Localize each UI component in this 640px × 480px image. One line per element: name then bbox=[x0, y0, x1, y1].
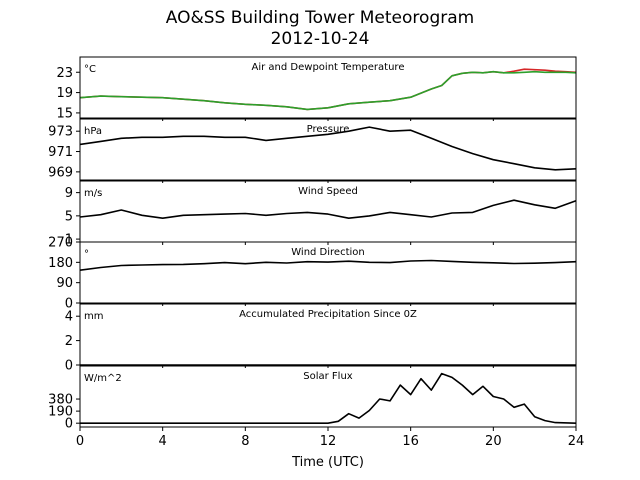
y-tick-label: 971 bbox=[48, 145, 73, 160]
panel-2: 1 5 9 m/s Wind Speed bbox=[65, 180, 577, 248]
panel-0: 15 19 23 °C Air and Dewpoint Temperature bbox=[56, 56, 577, 121]
title-line-2: 2012-10-24 bbox=[270, 29, 370, 49]
y-tick-label: 0 bbox=[65, 359, 73, 374]
panel-title: Air and Dewpoint Temperature bbox=[252, 62, 405, 73]
y-tick-label: 0 bbox=[65, 417, 73, 432]
x-axis: 0 4 8 12 16 20 24 bbox=[76, 434, 584, 449]
series-line-1-0 bbox=[79, 126, 577, 171]
x-tick-label: 16 bbox=[402, 434, 419, 449]
chart-title: AO&SS Building Tower Meteorogram 2012-10… bbox=[0, 8, 640, 50]
y-tick-label: 90 bbox=[56, 276, 73, 291]
title-line-1: AO&SS Building Tower Meteorogram bbox=[165, 8, 475, 28]
x-tick-label: 12 bbox=[320, 434, 337, 449]
y-tick-label: 969 bbox=[48, 165, 73, 180]
y-tick-label: 9 bbox=[65, 186, 73, 201]
panel-4: 0 2 4 mm Accumulated Precipitation Since 0Z bbox=[65, 303, 577, 374]
x-tick-label: 0 bbox=[76, 434, 84, 449]
panel-title: Solar Flux bbox=[303, 371, 353, 382]
panel-unit-label: °C bbox=[84, 64, 96, 75]
x-axis-label: Time (UTC) bbox=[291, 455, 364, 470]
panel-title: Wind Speed bbox=[298, 186, 358, 197]
y-tick-label: 4 bbox=[65, 310, 73, 325]
panel-unit-label: W/m^2 bbox=[84, 373, 122, 384]
y-tick-label: 270 bbox=[48, 236, 73, 251]
panel-unit-label: m/s bbox=[84, 188, 102, 199]
y-tick-label: 5 bbox=[65, 209, 73, 224]
panel-unit-label: hPa bbox=[84, 126, 102, 137]
y-tick-label: 19 bbox=[56, 86, 73, 101]
series-line-5-0 bbox=[80, 372, 577, 425]
series-line-0-0 bbox=[79, 68, 577, 111]
panel-title: Pressure bbox=[307, 124, 350, 135]
y-tick-label: 15 bbox=[56, 106, 73, 121]
x-tick-label: 24 bbox=[568, 434, 585, 449]
y-tick-label: 380 bbox=[48, 393, 73, 408]
y-tick-label: 973 bbox=[48, 125, 73, 140]
series-line-0-1 bbox=[79, 70, 577, 111]
y-tick-label: 180 bbox=[48, 256, 73, 271]
panel-title: Wind Direction bbox=[291, 247, 365, 258]
x-tick-label: 20 bbox=[485, 434, 502, 449]
panel-title: Accumulated Precipitation Since 0Z bbox=[239, 309, 417, 320]
y-tick-label: 23 bbox=[56, 66, 73, 81]
y-tick-label: 190 bbox=[48, 405, 73, 420]
x-tick-label: 8 bbox=[241, 434, 249, 449]
panel-unit-label: mm bbox=[84, 311, 103, 322]
y-tick-label: 2 bbox=[65, 334, 73, 349]
panel-1: 969 971 973 hPa Pressure bbox=[48, 118, 577, 183]
y-tick-label: 1 bbox=[65, 233, 73, 248]
x-tick-label: 4 bbox=[159, 434, 167, 449]
panel-3: 0 90 180 270 ° Wind Direction bbox=[48, 236, 577, 312]
series-line-3-0 bbox=[79, 259, 577, 271]
panel-unit-label: ° bbox=[84, 249, 89, 260]
y-tick-label: 0 bbox=[65, 297, 73, 312]
series-line-2-0 bbox=[79, 199, 577, 219]
